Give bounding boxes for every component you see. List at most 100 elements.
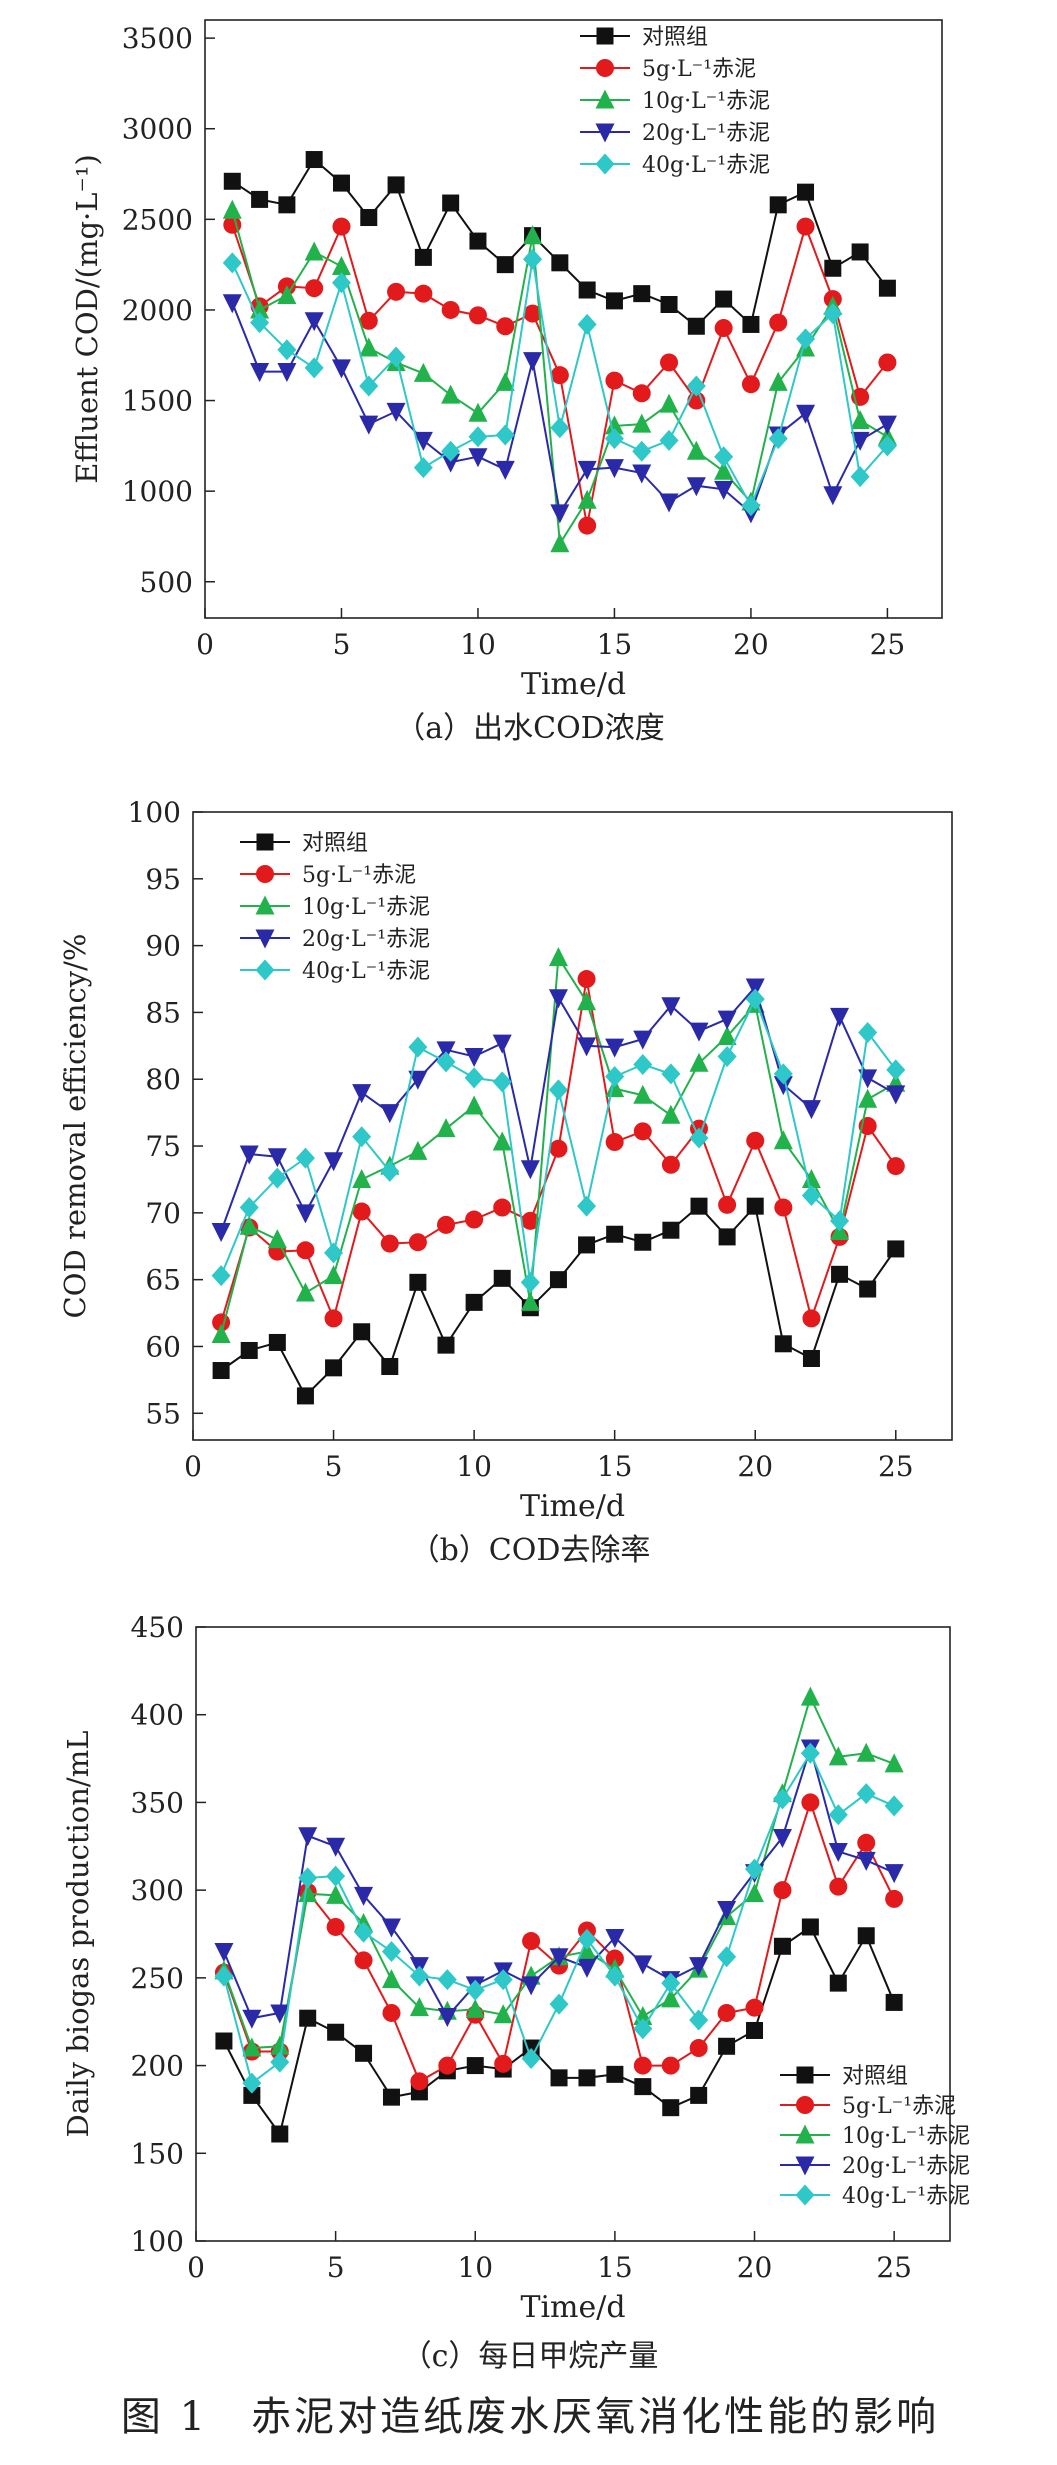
data-point — [332, 217, 351, 236]
data-point — [829, 1877, 848, 1896]
data-point — [606, 1225, 624, 1243]
data-point — [878, 353, 897, 372]
x-tick-label: 15 — [597, 628, 633, 661]
data-point — [802, 1309, 821, 1328]
data-point — [325, 1359, 343, 1377]
data-point — [605, 1038, 625, 1058]
data-point — [878, 279, 896, 297]
data-point — [410, 2072, 429, 2091]
data-point — [689, 1022, 709, 1042]
data-point — [521, 1976, 541, 1996]
data-point — [437, 1336, 455, 1354]
data-point — [550, 417, 570, 439]
data-point — [604, 459, 624, 479]
data-point — [354, 1921, 374, 1943]
y-tick-label: 2500 — [122, 203, 193, 236]
data-point — [408, 1070, 428, 1090]
data-point — [492, 1034, 512, 1054]
data-point — [605, 1929, 625, 1949]
data-point — [298, 1827, 318, 1847]
y-tick-label: 100 — [128, 796, 181, 829]
data-point — [493, 1269, 511, 1287]
data-point — [214, 1943, 234, 1963]
data-point — [885, 1993, 903, 2011]
data-point — [661, 1063, 681, 1085]
data-point — [492, 1131, 512, 1151]
data-point — [520, 1271, 540, 1293]
data-point — [577, 313, 597, 335]
data-point — [745, 978, 765, 998]
x-tick-label: 0 — [184, 1450, 202, 1483]
data-point — [828, 1746, 848, 1766]
data-point — [442, 194, 460, 212]
data-point — [305, 279, 324, 298]
legend-marker — [796, 2096, 814, 2114]
data-point — [632, 464, 652, 484]
data-point — [355, 2044, 373, 2062]
y-tick-label: 400 — [131, 1699, 184, 1732]
data-point — [382, 2003, 401, 2022]
data-point — [800, 1686, 820, 1706]
data-point — [714, 319, 733, 338]
data-point — [380, 1234, 399, 1253]
data-point — [267, 1167, 287, 1189]
data-point — [746, 1131, 765, 1150]
data-point — [324, 1242, 344, 1264]
data-point — [717, 1025, 737, 1045]
data-point — [550, 533, 570, 553]
data-point — [714, 460, 734, 480]
data-point — [823, 303, 843, 325]
y-tick-label: 250 — [131, 1962, 184, 1995]
data-point — [885, 1889, 904, 1908]
data-point — [409, 1965, 429, 1987]
x-tick-label: 20 — [733, 628, 769, 661]
series-2 — [223, 215, 897, 535]
data-point — [326, 1917, 345, 1936]
data-point — [689, 1052, 709, 1072]
data-point — [382, 2088, 400, 2106]
data-point — [884, 1795, 904, 1817]
data-point — [436, 1041, 456, 1061]
data-point — [304, 241, 324, 261]
data-point — [829, 1974, 847, 1992]
data-point — [414, 284, 433, 303]
data-point — [408, 1140, 428, 1160]
data-point — [250, 312, 270, 334]
data-point — [550, 504, 570, 524]
data-point — [548, 947, 568, 967]
data-point — [801, 1184, 821, 1206]
legend-label: 20g·L⁻¹赤泥 — [302, 927, 430, 952]
legend-label: 对照组 — [842, 2064, 908, 2089]
data-point — [495, 371, 515, 391]
data-point — [796, 328, 816, 350]
data-point — [523, 304, 542, 323]
data-point — [436, 1118, 456, 1138]
data-point — [267, 1148, 287, 1168]
data-point — [746, 1197, 764, 1215]
data-point — [549, 1948, 569, 1968]
series-5 — [211, 988, 906, 1293]
data-point — [633, 1955, 653, 1975]
data-point — [714, 480, 734, 500]
data-point — [633, 1030, 653, 1050]
data-point — [548, 989, 568, 1009]
legend: 对照组 5g·L⁻¹赤泥 10g·L⁻¹赤泥 20g·L⁻¹赤泥 40g·L⁻¹赤泥 — [580, 25, 770, 178]
series-line — [231, 302, 888, 516]
legend-label: 40g·L⁻¹赤泥 — [302, 959, 430, 984]
data-point — [305, 151, 323, 169]
data-point — [577, 460, 597, 480]
data-point — [304, 357, 324, 379]
data-point — [214, 1965, 234, 1987]
plot-frame — [204, 19, 943, 619]
data-point — [551, 254, 569, 272]
data-point — [298, 1883, 318, 1903]
data-point — [468, 402, 488, 422]
y-tick-label: 90 — [145, 930, 181, 963]
chart-caption: （c）每日甲烷产量 — [402, 2339, 659, 2374]
y-axis-label: Effluent COD/(mg·L⁻¹) — [70, 154, 104, 484]
x-tick-label: 0 — [196, 628, 214, 661]
data-point — [299, 2009, 317, 2027]
x-tick-label: 25 — [870, 628, 906, 661]
series-line — [220, 1204, 897, 1398]
y-tick-label: 3000 — [122, 113, 193, 146]
